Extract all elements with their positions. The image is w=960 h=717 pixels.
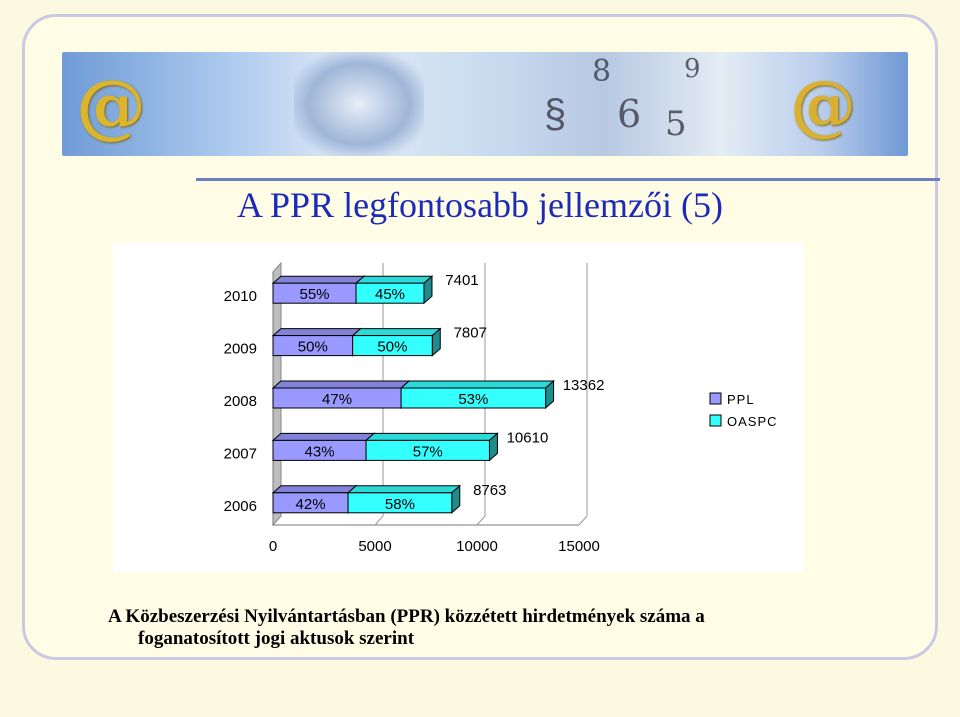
x-tick-label: 0 xyxy=(269,538,277,555)
bar-label: 45% xyxy=(375,286,405,303)
at-sign-icon: @ xyxy=(76,64,146,147)
x-tick-label: 15000 xyxy=(558,538,600,555)
bar-top-face xyxy=(351,328,442,337)
bar-label: 47% xyxy=(322,391,352,408)
people-meeting-image xyxy=(294,52,424,156)
bar-label: 55% xyxy=(300,286,330,303)
chart-caption: A Közbeszerzési Nyilvántartásban (PPR) k… xyxy=(108,606,908,650)
gridline-depth xyxy=(476,515,486,526)
at-sign-icon: @ xyxy=(790,66,856,144)
bar-top-face xyxy=(271,275,366,284)
caption-line-2: foganatosított jogi aktusok szerint xyxy=(138,628,415,649)
bar-top-face xyxy=(271,328,362,337)
legend-swatch-oaspc xyxy=(709,414,722,427)
paragraph-icon: § xyxy=(544,92,567,136)
bar-label: 42% xyxy=(296,496,326,513)
bar-oaspc-2006 xyxy=(347,492,453,514)
bar-top-face xyxy=(346,485,462,494)
bar-label: 58% xyxy=(385,496,415,513)
bar-top-face xyxy=(271,485,358,494)
bar-label: 57% xyxy=(413,443,443,460)
bar-top-face xyxy=(271,432,376,441)
bar-top-face xyxy=(354,275,434,284)
total-label: 8763 xyxy=(473,482,506,499)
bar-top-face xyxy=(271,380,411,389)
gridline-depth xyxy=(578,515,588,526)
page-title: A PPR legfontosabb jellemzői (5) xyxy=(237,185,723,225)
header-banner: @ 8 6 5 9 § @ xyxy=(62,52,908,156)
total-label: 10610 xyxy=(507,429,549,446)
bar-oaspc-2010 xyxy=(355,282,425,304)
bar-oaspc-2007 xyxy=(365,439,490,461)
bar-oaspc-2009 xyxy=(352,335,433,357)
gridline-depth xyxy=(374,515,384,526)
legend-label-oaspc: OASPC xyxy=(727,414,778,429)
legend-label-ppl: PPL xyxy=(727,392,755,407)
x-tick-label: 5000 xyxy=(358,538,391,555)
bar-top-face xyxy=(364,432,499,441)
clock-digit-icon: 5 xyxy=(665,104,687,144)
y-tick-label: 2010 xyxy=(224,288,257,305)
bar-label: 50% xyxy=(377,339,407,356)
y-tick-label: 2006 xyxy=(224,498,257,515)
legend-swatch-ppl xyxy=(709,392,722,405)
caption-line-1: A Közbeszerzési Nyilvántartásban (PPR) k… xyxy=(108,606,705,627)
clock-digit-icon: 6 xyxy=(617,92,642,136)
clock-digit-icon: 9 xyxy=(684,54,701,84)
bar-oaspc-2008 xyxy=(400,387,547,409)
y-tick-label: 2008 xyxy=(224,393,257,410)
y-tick-label: 2007 xyxy=(224,445,257,462)
bar-label: 43% xyxy=(305,443,335,460)
total-label: 13362 xyxy=(563,377,605,394)
title-divider xyxy=(196,178,940,181)
total-label: 7401 xyxy=(445,272,478,289)
y-tick-label: 2009 xyxy=(224,341,257,358)
bar-top-face xyxy=(399,380,555,389)
bar-label: 53% xyxy=(458,391,488,408)
bar-label: 50% xyxy=(298,339,328,356)
chart-svg: 0 5000 10000 15000 2006 42% 58% 8763 2007 43% 57% 1… xyxy=(224,261,778,555)
chart: 0 5000 10000 15000 2006 42% 58% 8763 2007 43% 57% 1… xyxy=(113,243,804,572)
total-label: 7807 xyxy=(454,325,487,342)
clock-digit-icon: 8 xyxy=(592,54,612,89)
x-tick-label: 10000 xyxy=(456,538,498,555)
